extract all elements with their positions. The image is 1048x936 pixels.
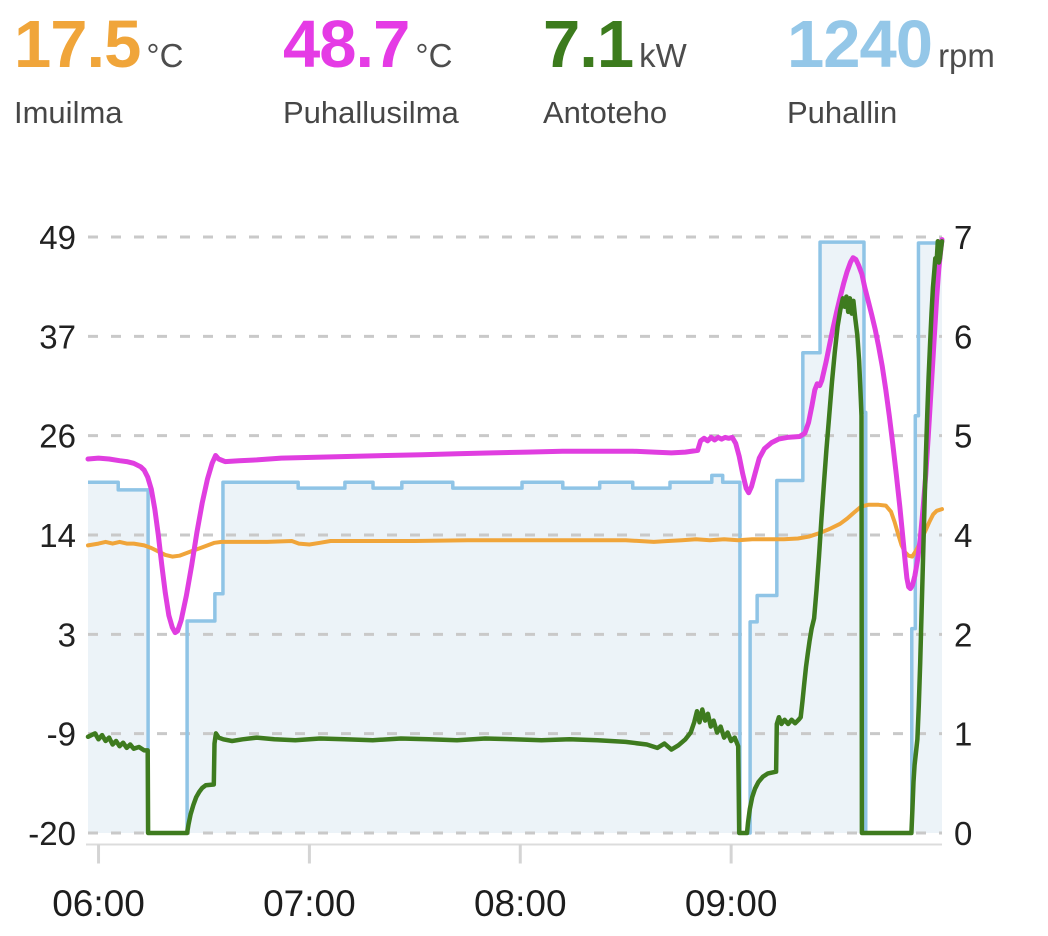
imuilma-label: Imuilma: [14, 94, 123, 130]
imuilma-unit: °C: [146, 37, 184, 74]
left-axis-tick-label: -9: [47, 716, 76, 753]
stats-row: 17.5 °C Imuilma 48.7 °C Puhallusilma 7.1…: [0, 0, 1048, 180]
left-axis-tick-label: 14: [39, 517, 76, 554]
right-axis-tick-label: 0: [954, 815, 972, 852]
series-puhallusilma-line: [85, 237, 945, 636]
series-antoteho-line: [85, 239, 945, 836]
puhallin-unit: rpm: [938, 37, 995, 74]
stat-imuilma: 17.5 °C Imuilma: [14, 8, 183, 131]
stat-puhallin: 1240 rpm Puhallin: [787, 8, 995, 131]
left-axis-tick-label: 3: [58, 616, 76, 653]
puhallin-label: Puhallin: [787, 94, 898, 130]
right-axis-tick-label: 6: [954, 318, 972, 355]
puhallusilma-value: 48.7: [283, 7, 410, 82]
stat-antoteho: 7.1 kW Antoteho: [543, 8, 687, 131]
antoteho-value: 7.1: [543, 7, 634, 82]
imuilma-value: 17.5: [14, 7, 141, 82]
x-axis-tick-label: 08:00: [474, 883, 567, 924]
antoteho-label: Antoteho: [543, 94, 668, 130]
right-axis-tick-label: 7: [954, 219, 972, 256]
left-axis-tick-label: -20: [28, 815, 76, 852]
right-axis-tick-label: 5: [954, 418, 972, 455]
right-axis-tick-label: 2: [954, 616, 972, 653]
puhallusilma-unit: °C: [415, 37, 453, 74]
x-axis-tick-label: 09:00: [685, 883, 778, 924]
left-axis-tick-label: 37: [39, 318, 76, 355]
puhallusilma-label: Puhallusilma: [283, 94, 459, 130]
fan-area-fill: [88, 242, 942, 833]
right-axis-tick-label: 4: [954, 517, 972, 554]
left-axis-tick-label: 49: [39, 219, 76, 256]
series-puhallin-line: [88, 240, 942, 835]
antoteho-unit: kW: [639, 37, 687, 74]
x-axis-tick-label: 06:00: [52, 883, 145, 924]
right-axis-tick-label: 1: [954, 716, 972, 753]
x-axis-tick-label: 07:00: [263, 883, 356, 924]
left-axis-tick-label: 26: [39, 418, 76, 455]
puhallin-value: 1240: [787, 7, 933, 82]
stat-puhallusilma: 48.7 °C Puhallusilma: [283, 8, 459, 131]
